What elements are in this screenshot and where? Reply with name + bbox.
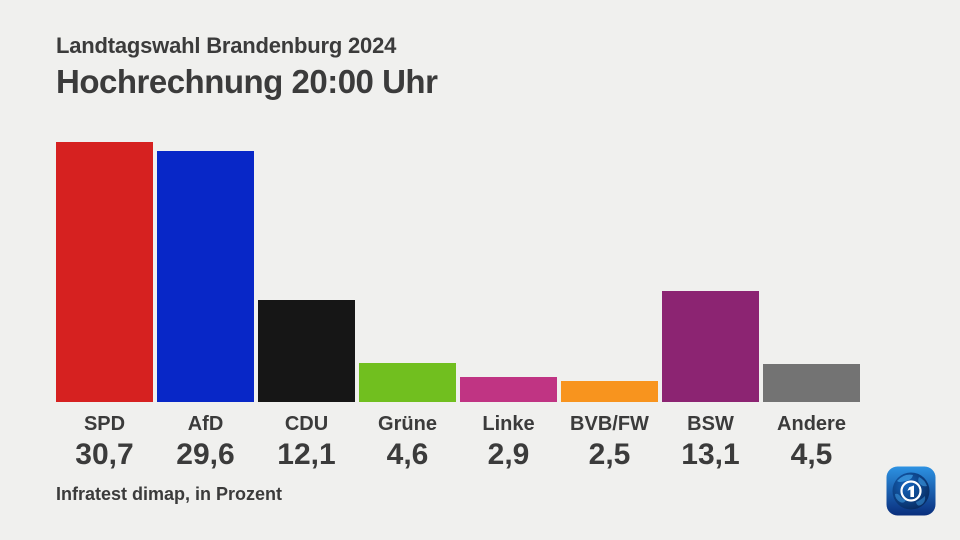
bar-track	[157, 142, 254, 402]
chart-column-bsw: BSW 13,1	[662, 142, 759, 472]
chart-column-afd: AfD 29,6	[157, 142, 254, 472]
chart-title: Hochrechnung 20:00 Uhr	[56, 63, 438, 100]
chart-column-linke: Linke 2,9	[460, 142, 557, 472]
bar-track	[662, 142, 759, 402]
value-label-afd: 29,6	[176, 438, 235, 471]
party-label-bvb-fw: BVB/FW	[570, 413, 649, 435]
bar-track	[56, 142, 153, 402]
source-note: Infratest dimap, in Prozent	[56, 484, 283, 504]
bar-grüne	[359, 363, 456, 402]
value-label-spd: 30,7	[75, 438, 134, 471]
bar-linke	[460, 377, 557, 402]
bar-spd	[56, 142, 153, 402]
party-label-afd: AfD	[187, 413, 224, 435]
party-label-spd: SPD	[83, 413, 126, 435]
ard-tagesschau-logo	[886, 466, 936, 516]
bar-chart: SPD 30,7 AfD 29,6 CDU 12,1 Grüne 4,6 Linke 2,9 BVB…	[56, 142, 860, 472]
bar-track	[359, 142, 456, 402]
tagesschau-globe-icon	[886, 466, 936, 516]
chart-column-cdu: CDU 12,1	[258, 142, 355, 472]
chart-column-spd: SPD 30,7	[56, 142, 153, 472]
bar-track	[460, 142, 557, 402]
chart-column-bvb-fw: BVB/FW 2,5	[561, 142, 658, 472]
party-label-andere: Andere	[777, 413, 846, 435]
bar-track	[763, 142, 860, 402]
bar-track	[561, 142, 658, 402]
party-label-bsw: BSW	[687, 413, 734, 435]
bar-cdu	[258, 299, 355, 402]
value-label-linke: 2,9	[487, 438, 530, 471]
bar-afd	[157, 151, 254, 402]
chart-column-grüne: Grüne 4,6	[359, 142, 456, 472]
value-label-cdu: 12,1	[277, 438, 336, 471]
bar-andere	[763, 363, 860, 402]
party-label-linke: Linke	[482, 413, 535, 435]
chart-column-andere: Andere 4,5	[763, 142, 860, 472]
chart-header: Landtagswahl Brandenburg 2024 Hochrechnu…	[56, 32, 438, 102]
value-label-bsw: 13,1	[681, 438, 740, 471]
party-label-grüne: Grüne	[378, 413, 437, 435]
bar-track	[258, 142, 355, 402]
value-label-grüne: 4,6	[386, 438, 429, 471]
value-label-andere: 4,5	[790, 438, 833, 471]
chart-subtitle: Landtagswahl Brandenburg 2024	[56, 33, 397, 58]
party-label-cdu: CDU	[284, 413, 329, 435]
value-label-bvb-fw: 2,5	[588, 438, 631, 471]
bar-bvb-fw	[561, 380, 658, 402]
bar-bsw	[662, 291, 759, 402]
